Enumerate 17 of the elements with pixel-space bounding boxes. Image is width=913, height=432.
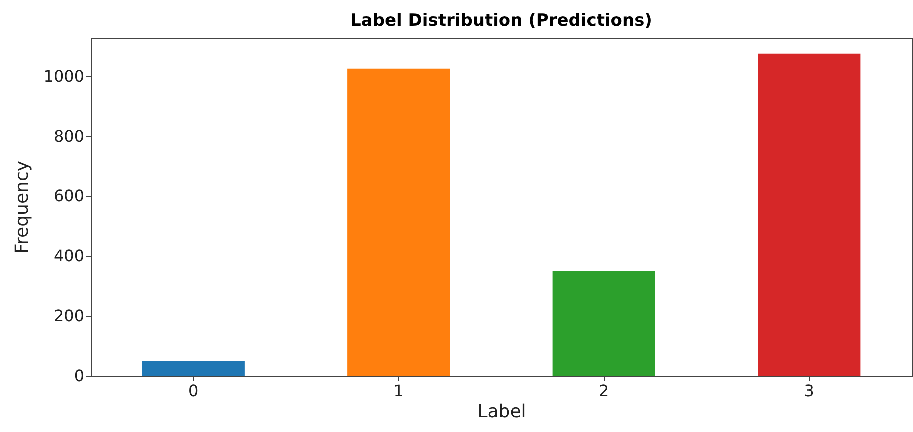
x-tick-label: 0: [188, 382, 199, 400]
bar: [142, 361, 245, 376]
bar: [348, 68, 450, 376]
bar: [552, 271, 656, 376]
y-tick-label: 0: [74, 366, 84, 386]
y-tick-label: 200: [54, 306, 84, 326]
x-axis-title: Label: [478, 402, 526, 422]
y-tick-label: 400: [54, 246, 84, 266]
y-tick-label: 600: [54, 186, 84, 206]
y-axis-title: Frequency: [12, 160, 33, 254]
x-tick-label: 1: [394, 382, 404, 400]
y-tick-label: 1000: [44, 66, 84, 86]
bar: [758, 54, 861, 376]
x-tick-label: 2: [599, 382, 610, 400]
y-tick-label: 800: [54, 126, 84, 146]
chart-title: Label Distribution (Predictions): [350, 11, 652, 31]
x-tick-label: 3: [804, 382, 814, 400]
